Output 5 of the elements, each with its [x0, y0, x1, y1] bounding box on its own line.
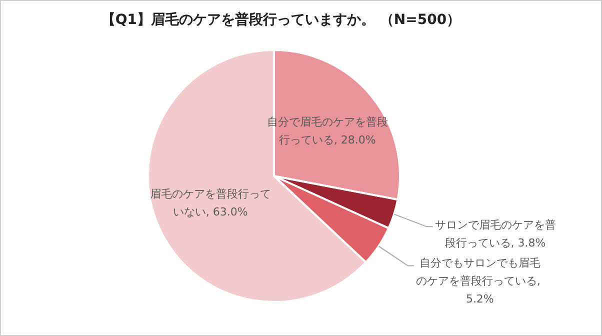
chart-title: 【Q1】眉毛のケアを普段行っていますか。 （N=500）: [100, 11, 462, 29]
slice-label: 自分でもサロンでも眉毛のケアを普段行っている, 5.2%: [416, 256, 544, 306]
slice-label: 自分で眉毛のケアを普段行っている, 28.0%: [266, 116, 388, 147]
slice-label: サロンで眉毛のケアを普段行っている, 3.8%: [434, 218, 556, 250]
slice-label: 眉毛のケアを普段行っていない, 63.0%: [150, 187, 271, 218]
